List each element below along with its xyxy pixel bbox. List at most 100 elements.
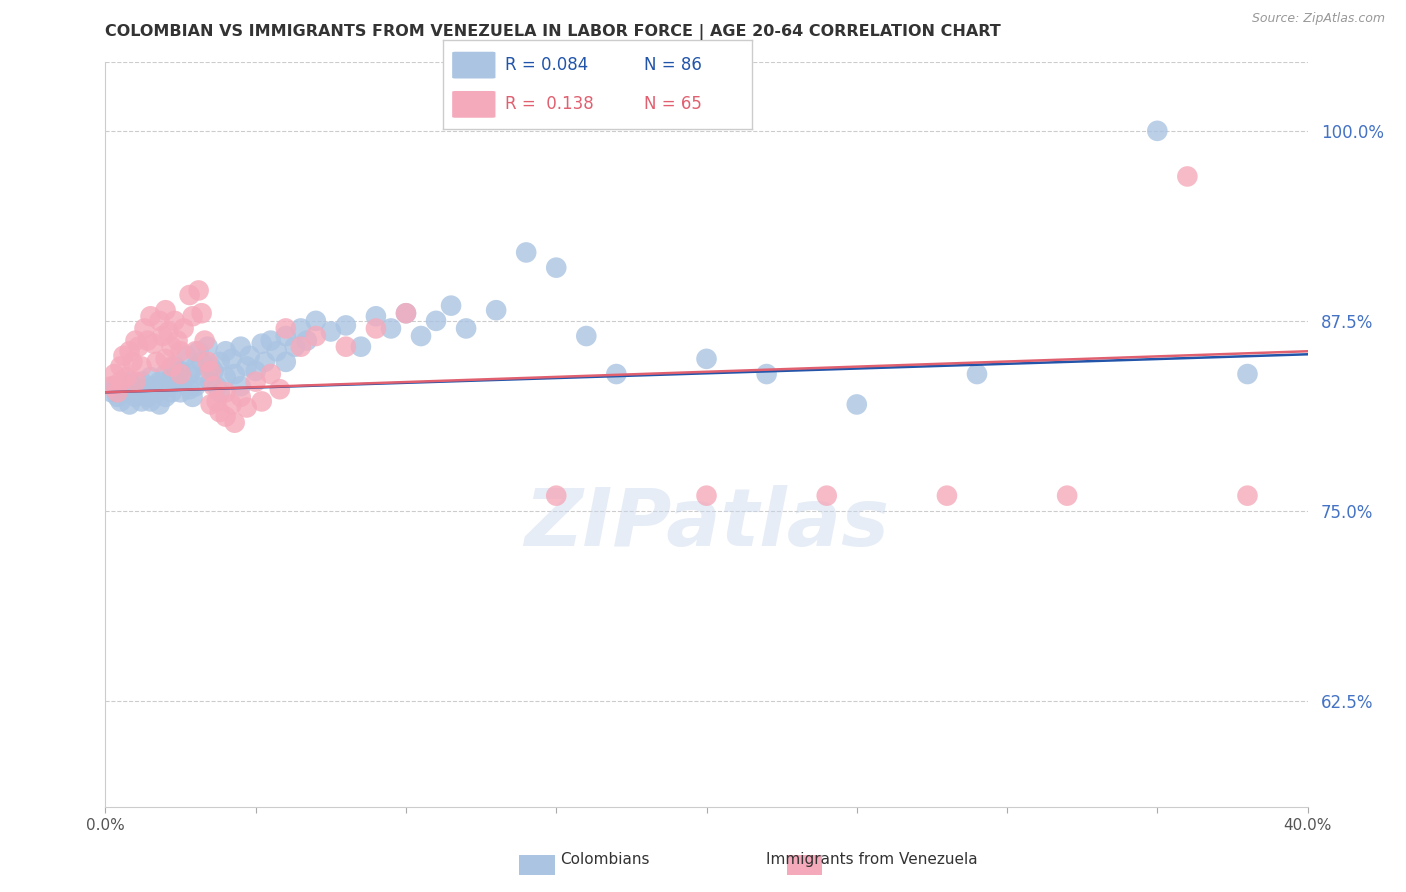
Point xyxy=(260,334,283,348)
Point xyxy=(335,318,357,333)
Text: R = 0.084: R = 0.084 xyxy=(505,56,588,74)
Point xyxy=(295,334,318,348)
Point xyxy=(250,336,273,351)
Point xyxy=(409,329,432,343)
Point xyxy=(169,344,191,359)
Point xyxy=(184,379,207,393)
Point xyxy=(148,314,170,328)
Point xyxy=(1236,367,1258,381)
Point xyxy=(118,344,141,359)
Point xyxy=(110,394,132,409)
Point xyxy=(155,303,177,318)
Point xyxy=(546,260,568,275)
Point xyxy=(184,359,207,374)
Point xyxy=(214,409,236,424)
Point xyxy=(181,390,204,404)
Point xyxy=(696,351,718,366)
Point xyxy=(380,321,402,335)
Text: R =  0.138: R = 0.138 xyxy=(505,95,593,113)
Point xyxy=(110,359,132,374)
Point xyxy=(485,303,508,318)
Point xyxy=(335,340,357,354)
Point xyxy=(145,385,167,400)
Text: Source: ZipAtlas.com: Source: ZipAtlas.com xyxy=(1251,12,1385,25)
Point xyxy=(145,355,167,369)
Point xyxy=(169,367,191,381)
Point xyxy=(350,340,373,354)
Point xyxy=(290,340,312,354)
Point xyxy=(229,340,252,354)
Point xyxy=(163,359,186,374)
Point xyxy=(208,385,231,400)
Point xyxy=(136,334,159,348)
Point xyxy=(157,379,180,393)
Point xyxy=(163,314,186,328)
Point xyxy=(173,373,195,387)
Point xyxy=(221,397,243,411)
Point xyxy=(115,385,138,400)
Point xyxy=(136,390,159,404)
Point xyxy=(214,385,236,400)
Text: Colombians: Colombians xyxy=(560,852,650,867)
Point xyxy=(269,382,291,396)
Point xyxy=(169,364,191,378)
Point xyxy=(187,344,209,359)
Point xyxy=(274,321,297,335)
Point xyxy=(124,334,146,348)
Point xyxy=(107,390,129,404)
Point xyxy=(155,367,177,381)
Point xyxy=(205,379,228,393)
Point xyxy=(128,340,150,354)
Point xyxy=(235,401,257,415)
Point xyxy=(139,310,162,324)
Point xyxy=(134,382,156,396)
Point xyxy=(139,394,162,409)
Point xyxy=(1056,489,1078,503)
Point xyxy=(696,489,718,503)
Point xyxy=(160,359,183,374)
FancyBboxPatch shape xyxy=(453,91,495,118)
FancyBboxPatch shape xyxy=(453,52,495,78)
Point xyxy=(250,394,273,409)
Point xyxy=(208,405,231,419)
Point xyxy=(107,385,129,400)
Point xyxy=(131,375,153,389)
Point xyxy=(160,340,183,354)
Point xyxy=(266,344,288,359)
Point xyxy=(155,351,177,366)
Point xyxy=(179,288,201,302)
Point xyxy=(229,390,252,404)
Text: ZIPatlas: ZIPatlas xyxy=(524,485,889,563)
Point xyxy=(936,489,959,503)
Text: Immigrants from Venezuela: Immigrants from Venezuela xyxy=(766,852,977,867)
Point xyxy=(202,379,225,393)
Point xyxy=(319,325,342,339)
Point xyxy=(197,340,219,354)
Point xyxy=(200,359,222,374)
Point xyxy=(131,394,153,409)
Point xyxy=(134,321,156,335)
Point xyxy=(364,321,387,335)
Point xyxy=(100,385,122,400)
Point xyxy=(184,344,207,359)
Point xyxy=(103,379,125,393)
Point xyxy=(305,329,328,343)
Point xyxy=(274,329,297,343)
Point xyxy=(166,375,188,389)
Point xyxy=(395,306,418,320)
Point xyxy=(197,355,219,369)
Point xyxy=(190,306,212,320)
Point xyxy=(284,340,307,354)
Point xyxy=(142,336,165,351)
Point xyxy=(179,382,201,396)
Point xyxy=(245,375,267,389)
Point xyxy=(148,375,170,389)
Point xyxy=(155,390,177,404)
Point xyxy=(755,367,778,381)
Point xyxy=(224,416,246,430)
Point xyxy=(395,306,418,320)
Point xyxy=(200,397,222,411)
Point xyxy=(235,359,257,374)
Point xyxy=(112,349,135,363)
Point xyxy=(166,334,188,348)
